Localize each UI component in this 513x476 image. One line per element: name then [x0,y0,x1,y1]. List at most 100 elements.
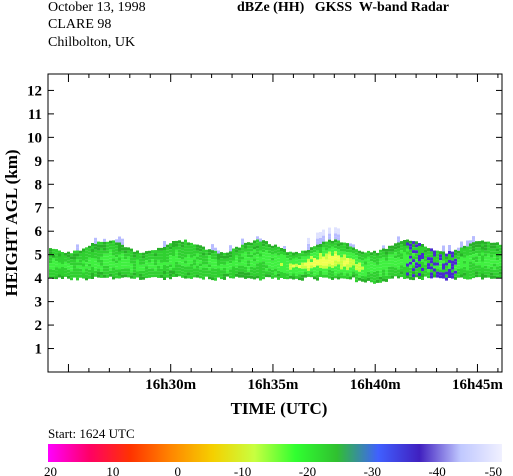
heatmap-cell [151,262,154,266]
heatmap-cell [274,244,277,248]
heatmap-cell [487,259,490,263]
heatmap-cell [334,269,337,273]
heatmap-cell [202,258,205,262]
heatmap-cell [403,246,406,249]
heatmap-cell [229,260,232,264]
heatmap-cell [352,253,355,257]
heatmap-cell [286,258,289,262]
heatmap-cell [145,266,148,270]
heatmap-cell [85,256,88,260]
heatmap-cell [454,273,457,277]
heatmap-cell [400,259,403,263]
heatmap-cell [229,245,232,249]
heatmap-cell [232,269,235,273]
heatmap-cell [97,265,100,269]
heatmap-cell [235,252,238,256]
heatmap-cell [64,258,67,262]
heatmap-cell [64,255,67,259]
heatmap-cell [382,272,385,276]
heatmap-cell [265,247,268,251]
heatmap-cell [280,275,283,278]
heatmap-cell [325,268,328,272]
heatmap-cell [232,251,235,255]
heatmap-cell [466,243,469,247]
heatmap-cell [250,242,253,246]
heatmap-cell [283,270,286,273]
heatmap-cell [223,267,226,271]
heatmap-cell [322,262,325,266]
heatmap-cell [199,272,202,276]
heatmap-cell [415,271,418,275]
heatmap-cell [373,268,376,272]
heatmap-cell [481,261,484,265]
heatmap-cell [400,268,403,272]
heatmap-cell [316,268,319,272]
heatmap-cell [430,254,433,258]
heatmap-cell [319,235,322,238]
heatmap-cell [178,264,181,268]
heatmap-cell [367,274,370,278]
heatmap-cell [265,253,268,257]
heatmap-cell [361,275,364,279]
heatmap-cell [310,262,313,266]
heatmap-cell [103,259,106,263]
heatmap-cell [496,251,499,255]
heatmap-cell [58,268,61,272]
heatmap-cell [256,248,259,252]
heatmap-cell [463,272,466,276]
heatmap-cell [484,262,487,266]
heatmap-cell [256,275,259,279]
heatmap-cell [193,247,196,251]
heatmap-cell [358,268,361,272]
heatmap-cell [385,254,388,258]
heatmap-cell [427,251,430,255]
heatmap-cell [169,258,172,262]
heatmap-cell [367,262,370,266]
heatmap-cell [409,273,412,277]
heatmap-cell [220,264,223,268]
heatmap-cell [316,250,319,254]
heatmap-cell [373,277,376,281]
y-tick-label: 5 [35,248,43,264]
heatmap-cell [118,245,121,249]
heatmap-cell [457,262,460,266]
heatmap-cell [268,247,271,251]
heatmap-cell [163,244,166,247]
heatmap-cell [349,276,352,280]
heatmap-cell [244,260,247,264]
heatmap-cell [382,257,385,261]
heatmap-cell [148,256,151,260]
heatmap-cell [373,256,376,260]
heatmap-cell [388,254,391,258]
heatmap-cell [247,269,250,273]
heatmap-cell [349,261,352,265]
heatmap-cell [325,250,328,254]
heatmap-cell [322,271,325,275]
heatmap-cell [166,262,169,266]
heatmap-cell [58,262,61,266]
heatmap-cell [247,263,250,267]
heatmap-cell [334,245,337,249]
heatmap-cell [52,257,55,261]
heatmap-cell [274,268,277,272]
heatmap-cell [391,254,394,258]
heatmap-cell [145,269,148,273]
heatmap-cell [70,262,73,266]
heatmap-cell [121,274,124,278]
heatmap-cell [493,254,496,258]
heatmap-cell [97,247,100,251]
heatmap-cell [370,276,373,280]
heatmap-cell [307,258,310,262]
heatmap-cell [232,257,235,261]
heatmap-cell [208,276,211,280]
heatmap-cell [214,250,217,254]
heatmap-cell [214,268,217,272]
heatmap-cell [202,252,205,256]
heatmap-cell [271,263,274,267]
heatmap-cell [166,274,169,278]
heatmap-cell [274,256,277,260]
heatmap-cell [262,276,265,280]
heatmap-cell [58,271,61,275]
heatmap-cell [49,269,52,273]
heatmap-cell [346,243,349,247]
